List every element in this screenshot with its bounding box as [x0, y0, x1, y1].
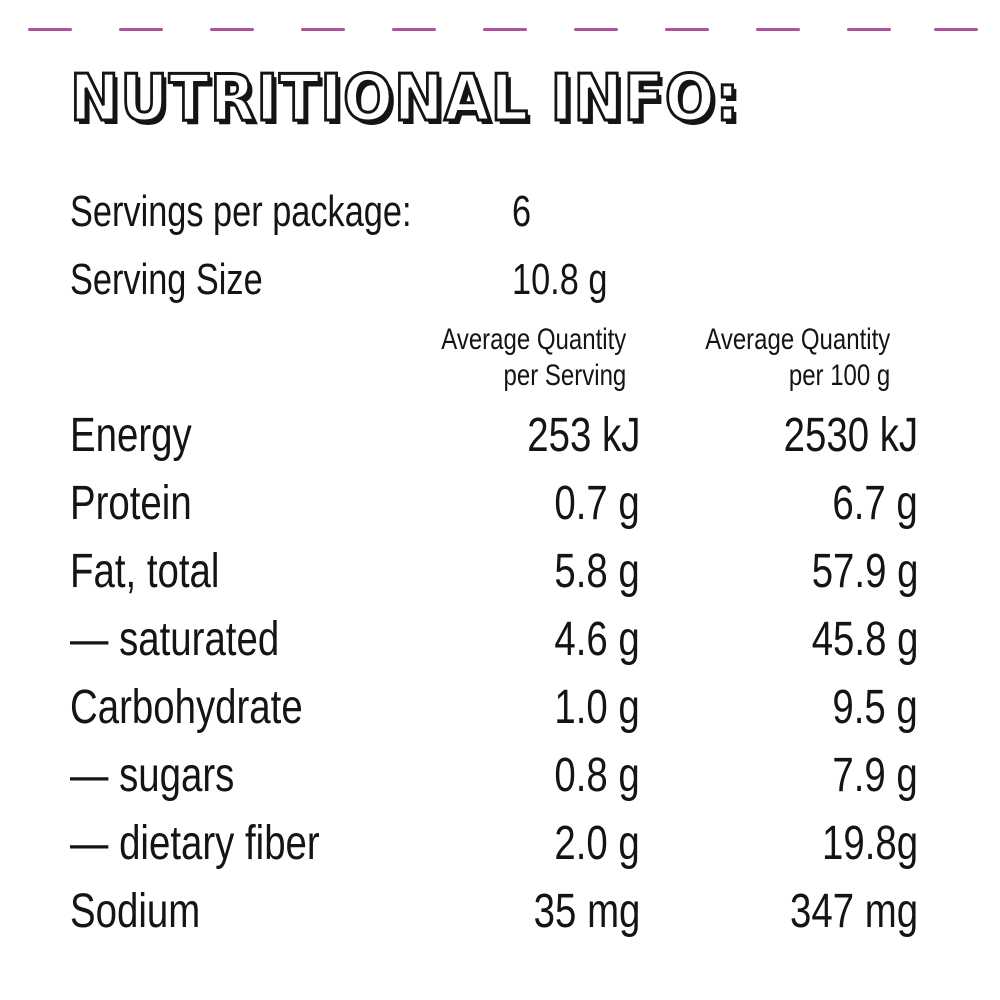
border-dash — [665, 28, 709, 31]
nutrient-per-serving: 35 mg — [533, 885, 640, 938]
column-header-line: Average Quantity — [704, 323, 890, 356]
nutrient-per-serving: 0.8 g — [554, 749, 640, 802]
border-dash — [756, 28, 800, 31]
nutrient-per-100g: 9.5 g — [832, 681, 918, 734]
nutrient-per-serving: 0.7 g — [554, 477, 640, 530]
nutrient-label: Fat, total — [70, 545, 220, 598]
border-dash — [28, 28, 72, 31]
nutrient-per-100g: 347 mg — [789, 885, 918, 938]
nutrient-row-sugars: — sugars 0.8 g 7.9 g — [0, 752, 1000, 822]
nutrient-per-100g: 19.8g — [821, 817, 918, 870]
nutrient-label: — sugars — [70, 749, 235, 802]
column-header-per-100g: Average Quantity per 100 g — [705, 322, 890, 394]
nutrient-per-serving: 253 kJ — [526, 409, 640, 462]
page-title: NUTRITIONAL INFO: — [69, 62, 741, 136]
column-header-line: per 100 g — [788, 359, 890, 392]
border-dash — [301, 28, 345, 31]
border-dash — [934, 28, 978, 31]
nutrient-label: — dietary fiber — [70, 817, 320, 870]
nutrient-per-100g: 45.8 g — [811, 613, 918, 666]
nutrient-per-100g: 6.7 g — [832, 477, 918, 530]
column-header-per-serving: Average Quantity per Serving — [441, 322, 626, 394]
border-dash — [392, 28, 436, 31]
border-dash — [119, 28, 163, 31]
nutrient-per-100g: 2530 kJ — [783, 409, 919, 462]
nutrient-label: — saturated — [70, 613, 280, 666]
nutrient-row-saturated: — saturated 4.6 g 45.8 g — [0, 616, 1000, 686]
nutrient-per-100g: 7.9 g — [832, 749, 918, 802]
nutrient-row-carbohydrate: Carbohydrate 1.0 g 9.5 g — [0, 684, 1000, 754]
border-dash — [210, 28, 254, 31]
column-header-line: Average Quantity — [440, 323, 626, 356]
nutrient-label: Protein — [70, 477, 192, 530]
nutrient-row-fat-total: Fat, total 5.8 g 57.9 g — [0, 548, 1000, 618]
decorative-dashed-border — [28, 28, 978, 32]
border-dash — [574, 28, 618, 31]
nutrient-row-energy: Energy 253 kJ 2530 kJ — [0, 412, 1000, 482]
nutrient-per-serving: 1.0 g — [554, 681, 640, 734]
servings-per-package-label: Servings per package: — [70, 187, 412, 236]
nutrient-per-serving: 2.0 g — [554, 817, 640, 870]
nutrient-row-protein: Protein 0.7 g 6.7 g — [0, 480, 1000, 550]
serving-size-value: 10.8 g — [512, 255, 608, 304]
nutrient-per-100g: 57.9 g — [811, 545, 918, 598]
border-dash — [847, 28, 891, 31]
nutrient-row-dietary-fiber: — dietary fiber 2.0 g 19.8g — [0, 820, 1000, 890]
border-dash — [483, 28, 527, 31]
serving-size-label: Serving Size — [70, 255, 263, 304]
nutrient-per-serving: 5.8 g — [554, 545, 640, 598]
nutrient-label: Carbohydrate — [70, 681, 303, 734]
servings-per-package-value: 6 — [512, 187, 532, 236]
nutrient-per-serving: 4.6 g — [554, 613, 640, 666]
nutrient-row-sodium: Sodium 35 mg 347 mg — [0, 888, 1000, 958]
column-header-line: per Serving — [503, 359, 626, 392]
nutrient-label: Energy — [70, 409, 192, 462]
nutrient-label: Sodium — [70, 885, 201, 938]
